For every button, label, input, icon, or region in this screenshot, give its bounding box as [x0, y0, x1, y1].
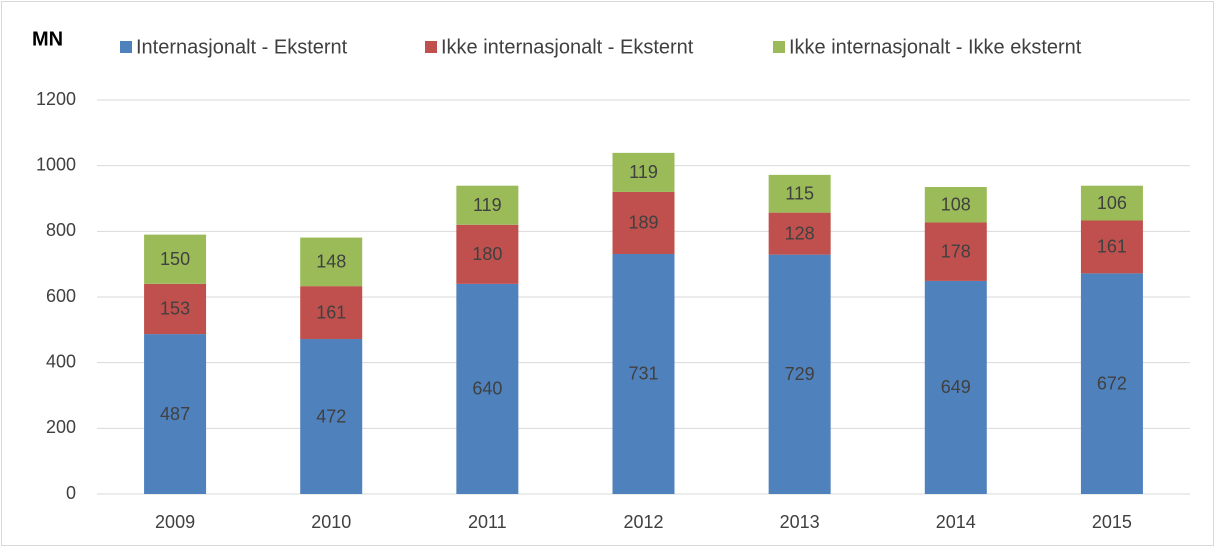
- bar-segment: [144, 283, 207, 335]
- bar-segment: [768, 254, 831, 494]
- bar-segment: [456, 185, 519, 225]
- y-tick-label: 400: [46, 351, 76, 371]
- bar-segment: [1080, 273, 1143, 494]
- data-label: 106: [1097, 193, 1127, 213]
- bar-segment: [144, 334, 207, 494]
- bar-segment: [456, 283, 519, 494]
- data-label: 119: [629, 162, 658, 182]
- bar-segment: [924, 222, 987, 281]
- data-label: 649: [941, 377, 971, 397]
- bar-segment: [768, 212, 831, 255]
- data-label: 472: [316, 406, 346, 426]
- legend-label: Internasjonalt - Eksternt: [136, 36, 348, 58]
- x-tick-label: 2012: [623, 512, 663, 532]
- bar-segment: [1080, 185, 1143, 221]
- bar-segment: [144, 234, 207, 284]
- bar-segment: [456, 224, 519, 284]
- bar-segment: [300, 286, 363, 340]
- legend-swatch: [120, 41, 132, 53]
- data-label: 161: [1097, 237, 1127, 257]
- data-label: 180: [472, 244, 502, 264]
- y-tick-label: 600: [46, 286, 76, 306]
- data-label: 178: [941, 241, 971, 261]
- legend-label: Ikke internasjonalt - Ikke eksternt: [789, 36, 1082, 58]
- y-tick-label: 1000: [36, 154, 76, 174]
- bar-segment: [1080, 220, 1143, 274]
- data-label: 672: [1097, 373, 1127, 393]
- x-tick-label: 2009: [155, 512, 195, 532]
- data-label: 119: [473, 195, 502, 215]
- x-tick-label: 2011: [468, 512, 507, 532]
- x-tick-label: 2014: [936, 512, 976, 532]
- x-tick-label: 2010: [311, 512, 351, 532]
- data-label: 115: [785, 183, 814, 203]
- data-label: 148: [316, 252, 346, 272]
- data-label: 729: [785, 364, 815, 384]
- y-tick-label: 800: [46, 220, 76, 240]
- x-tick-label: 2015: [1092, 512, 1132, 532]
- data-label: 640: [472, 379, 502, 399]
- y-tick-label: 1200: [36, 89, 76, 109]
- data-label: 153: [160, 299, 190, 319]
- bar-segment: [924, 187, 987, 223]
- data-label: 189: [628, 213, 658, 233]
- bar-segment: [612, 253, 675, 494]
- y-tick-label: 0: [66, 483, 76, 503]
- data-label: 108: [941, 194, 971, 214]
- bar-segment: [612, 152, 675, 192]
- legend-swatch: [425, 41, 437, 53]
- legend-label: Ikke internasjonalt - Eksternt: [441, 36, 694, 58]
- y-axis-label: MN: [32, 28, 63, 50]
- data-label: 731: [628, 364, 658, 384]
- bar-segment: [768, 174, 831, 213]
- data-label: 161: [316, 302, 346, 322]
- bar-segment: [612, 191, 675, 254]
- x-tick-label: 2013: [780, 512, 820, 532]
- data-label: 128: [785, 223, 815, 243]
- legend-swatch: [773, 41, 785, 53]
- bar-segment: [300, 237, 363, 287]
- bar-segment: [924, 280, 987, 494]
- data-label: 487: [160, 404, 190, 424]
- data-label: 150: [160, 249, 190, 269]
- bar-segment: [300, 339, 363, 494]
- y-tick-label: 200: [46, 417, 76, 437]
